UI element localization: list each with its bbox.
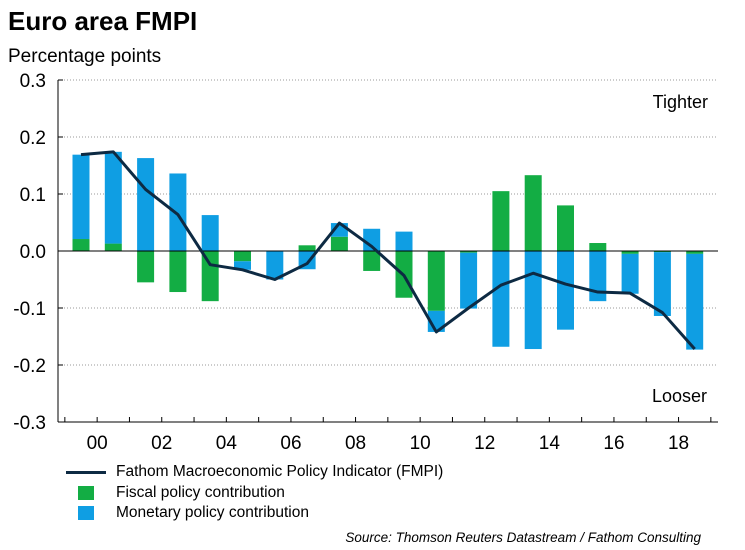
y-tick-label: 0.1 [20,185,46,206]
bar-monetary [201,215,219,251]
bar-fiscal [298,245,316,251]
legend-swatch-fmpi [66,470,106,474]
bar-monetary [137,158,155,251]
bar-fiscal [460,251,478,253]
fmpi-line [80,150,696,351]
legend-label-monetary: Monetary policy contribution [116,504,309,522]
legend-swatch-monetary [78,506,94,521]
bar-fiscal [686,251,704,254]
y-tick-label: 0.0 [20,242,46,263]
bar-fiscal [363,251,381,271]
x-tick-label: 04 [216,433,238,454]
bar-monetary [234,261,251,270]
bar-monetary [686,253,704,350]
bar-monetary [395,231,413,251]
bar-fiscal [72,239,90,251]
source-note: Source: Thomson Reuters Datastream / Fat… [345,530,701,545]
bar-monetary [72,154,90,240]
legend-item-monetary: Monetary policy contribution [66,503,443,524]
bar-fiscal [137,251,155,283]
bar-fiscal [330,236,348,251]
bar-fiscal [104,243,122,251]
bar-monetary [589,251,607,302]
x-tick-label: 02 [151,433,172,454]
x-tick-label: 16 [603,433,624,454]
bar-fiscal [621,251,639,254]
bar-monetary [653,252,671,316]
bar-monetary [104,151,122,244]
y-tick-label: -0.3 [13,413,46,434]
bar-fiscal [653,251,671,253]
bar-fiscal [492,191,510,251]
legend: Fathom Macroeconomic Policy Indicator (F… [66,462,443,524]
annotation-looser: Looser [652,386,707,406]
legend-label-fiscal: Fiscal policy contribution [116,483,285,501]
y-tick-label: -0.2 [13,356,46,377]
y-tick-label: 0.2 [20,128,46,149]
bar-fiscal [234,251,251,262]
bar-monetary [557,251,574,330]
bar-monetary [169,173,187,251]
y-axis-label: Percentage points [8,46,162,67]
bar-fiscal [427,251,445,311]
legend-item-fiscal: Fiscal policy contribution [66,483,443,504]
x-tick-label: 06 [280,433,301,454]
x-tick-label: 08 [345,433,366,454]
y-tick-label: 0.3 [20,71,46,92]
x-tick-label: 18 [668,433,689,454]
bar-monetary [524,251,542,350]
bar-fiscal [169,251,187,293]
legend-item-fmpi: Fathom Macroeconomic Policy Indicator (F… [66,462,443,483]
x-tick-label: 12 [474,433,495,454]
x-tick-label: 14 [539,433,561,454]
bar-fiscal [201,251,219,302]
bar-monetary [363,228,381,251]
y-tick-label: -0.1 [13,299,46,320]
bar-monetary [460,252,478,309]
bar-monetary [492,251,510,347]
bar-fiscal [589,243,607,251]
bar-monetary [621,253,639,294]
bar-monetary [266,251,284,280]
legend-label-fmpi: Fathom Macroeconomic Policy Indicator (F… [116,463,444,481]
bar-fiscal [557,205,574,251]
chart-title: Euro area FMPI [8,6,198,36]
x-tick-label: 10 [410,433,431,454]
annotation-tighter: Tighter [653,92,708,112]
bar-fiscal [524,175,542,251]
x-tick-label: 00 [87,433,108,454]
legend-swatch-fiscal [78,485,94,500]
